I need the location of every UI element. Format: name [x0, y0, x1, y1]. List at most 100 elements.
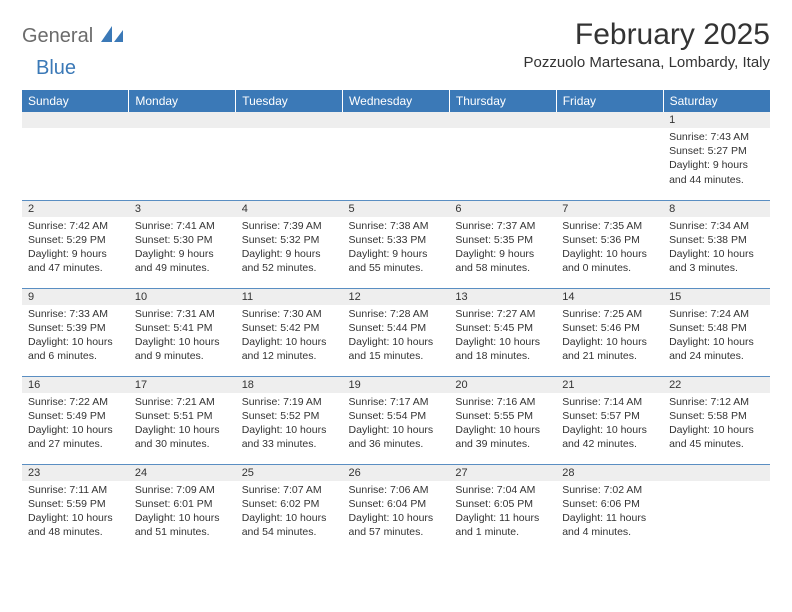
calendar-page: General February 2025 Pozzuolo Martesana… [0, 0, 792, 562]
day-number: 17 [129, 377, 236, 393]
day-number-empty [556, 112, 663, 128]
day-number: 18 [236, 377, 343, 393]
day-content: Sunrise: 7:42 AMSunset: 5:29 PMDaylight:… [22, 217, 129, 280]
weekday-header-row: SundayMondayTuesdayWednesdayThursdayFrid… [22, 90, 770, 112]
calendar-cell: 9Sunrise: 7:33 AMSunset: 5:39 PMDaylight… [22, 288, 129, 376]
calendar-cell: 10Sunrise: 7:31 AMSunset: 5:41 PMDayligh… [129, 288, 236, 376]
day-number-empty [129, 112, 236, 128]
calendar-cell: 12Sunrise: 7:28 AMSunset: 5:44 PMDayligh… [343, 288, 450, 376]
calendar-cell: 23Sunrise: 7:11 AMSunset: 5:59 PMDayligh… [22, 464, 129, 552]
day-number: 8 [663, 201, 770, 217]
calendar-cell: 14Sunrise: 7:25 AMSunset: 5:46 PMDayligh… [556, 288, 663, 376]
weekday-header: Monday [129, 90, 236, 112]
day-content: Sunrise: 7:30 AMSunset: 5:42 PMDaylight:… [236, 305, 343, 368]
day-number: 27 [449, 465, 556, 481]
calendar-cell: 6Sunrise: 7:37 AMSunset: 5:35 PMDaylight… [449, 200, 556, 288]
calendar-cell: 3Sunrise: 7:41 AMSunset: 5:30 PMDaylight… [129, 200, 236, 288]
calendar-cell: 2Sunrise: 7:42 AMSunset: 5:29 PMDaylight… [22, 200, 129, 288]
calendar-cell [236, 112, 343, 200]
calendar-cell: 11Sunrise: 7:30 AMSunset: 5:42 PMDayligh… [236, 288, 343, 376]
calendar-table: SundayMondayTuesdayWednesdayThursdayFrid… [22, 90, 770, 552]
day-content: Sunrise: 7:21 AMSunset: 5:51 PMDaylight:… [129, 393, 236, 456]
day-content: Sunrise: 7:17 AMSunset: 5:54 PMDaylight:… [343, 393, 450, 456]
day-content: Sunrise: 7:27 AMSunset: 5:45 PMDaylight:… [449, 305, 556, 368]
day-content: Sunrise: 7:37 AMSunset: 5:35 PMDaylight:… [449, 217, 556, 280]
day-number: 20 [449, 377, 556, 393]
day-content: Sunrise: 7:22 AMSunset: 5:49 PMDaylight:… [22, 393, 129, 456]
calendar-cell: 1Sunrise: 7:43 AMSunset: 5:27 PMDaylight… [663, 112, 770, 200]
calendar-cell: 21Sunrise: 7:14 AMSunset: 5:57 PMDayligh… [556, 376, 663, 464]
day-number: 2 [22, 201, 129, 217]
day-number: 13 [449, 289, 556, 305]
calendar-cell: 16Sunrise: 7:22 AMSunset: 5:49 PMDayligh… [22, 376, 129, 464]
calendar-cell: 13Sunrise: 7:27 AMSunset: 5:45 PMDayligh… [449, 288, 556, 376]
calendar-week-row: 16Sunrise: 7:22 AMSunset: 5:49 PMDayligh… [22, 376, 770, 464]
calendar-cell [129, 112, 236, 200]
day-content: Sunrise: 7:39 AMSunset: 5:32 PMDaylight:… [236, 217, 343, 280]
day-content: Sunrise: 7:38 AMSunset: 5:33 PMDaylight:… [343, 217, 450, 280]
day-number-empty [343, 112, 450, 128]
day-number: 11 [236, 289, 343, 305]
calendar-cell: 8Sunrise: 7:34 AMSunset: 5:38 PMDaylight… [663, 200, 770, 288]
day-number: 24 [129, 465, 236, 481]
calendar-cell: 27Sunrise: 7:04 AMSunset: 6:05 PMDayligh… [449, 464, 556, 552]
weekday-header: Friday [556, 90, 663, 112]
day-number: 4 [236, 201, 343, 217]
day-number: 6 [449, 201, 556, 217]
day-content: Sunrise: 7:12 AMSunset: 5:58 PMDaylight:… [663, 393, 770, 456]
day-content: Sunrise: 7:14 AMSunset: 5:57 PMDaylight:… [556, 393, 663, 456]
calendar-cell: 15Sunrise: 7:24 AMSunset: 5:48 PMDayligh… [663, 288, 770, 376]
day-number: 10 [129, 289, 236, 305]
day-number: 25 [236, 465, 343, 481]
day-content: Sunrise: 7:11 AMSunset: 5:59 PMDaylight:… [22, 481, 129, 544]
calendar-cell: 7Sunrise: 7:35 AMSunset: 5:36 PMDaylight… [556, 200, 663, 288]
calendar-week-row: 9Sunrise: 7:33 AMSunset: 5:39 PMDaylight… [22, 288, 770, 376]
calendar-cell: 19Sunrise: 7:17 AMSunset: 5:54 PMDayligh… [343, 376, 450, 464]
calendar-cell: 4Sunrise: 7:39 AMSunset: 5:32 PMDaylight… [236, 200, 343, 288]
day-content: Sunrise: 7:09 AMSunset: 6:01 PMDaylight:… [129, 481, 236, 544]
day-number-empty [663, 465, 770, 481]
calendar-cell: 28Sunrise: 7:02 AMSunset: 6:06 PMDayligh… [556, 464, 663, 552]
day-number: 28 [556, 465, 663, 481]
day-content: Sunrise: 7:06 AMSunset: 6:04 PMDaylight:… [343, 481, 450, 544]
calendar-week-row: 2Sunrise: 7:42 AMSunset: 5:29 PMDaylight… [22, 200, 770, 288]
day-number: 12 [343, 289, 450, 305]
calendar-cell [22, 112, 129, 200]
day-content: Sunrise: 7:28 AMSunset: 5:44 PMDaylight:… [343, 305, 450, 368]
month-title: February 2025 [523, 18, 770, 52]
calendar-cell: 17Sunrise: 7:21 AMSunset: 5:51 PMDayligh… [129, 376, 236, 464]
logo-text-general: General [22, 25, 93, 48]
calendar-cell: 25Sunrise: 7:07 AMSunset: 6:02 PMDayligh… [236, 464, 343, 552]
logo: General [22, 24, 127, 49]
day-number: 14 [556, 289, 663, 305]
day-content: Sunrise: 7:31 AMSunset: 5:41 PMDaylight:… [129, 305, 236, 368]
day-number: 19 [343, 377, 450, 393]
calendar-cell [343, 112, 450, 200]
weekday-header: Saturday [663, 90, 770, 112]
weekday-header: Wednesday [343, 90, 450, 112]
day-content: Sunrise: 7:43 AMSunset: 5:27 PMDaylight:… [663, 128, 770, 191]
weekday-header: Thursday [449, 90, 556, 112]
calendar-cell: 18Sunrise: 7:19 AMSunset: 5:52 PMDayligh… [236, 376, 343, 464]
day-number: 5 [343, 201, 450, 217]
calendar-cell: 5Sunrise: 7:38 AMSunset: 5:33 PMDaylight… [343, 200, 450, 288]
weekday-header: Sunday [22, 90, 129, 112]
day-number: 9 [22, 289, 129, 305]
day-number: 26 [343, 465, 450, 481]
day-number-empty [449, 112, 556, 128]
calendar-week-row: 1Sunrise: 7:43 AMSunset: 5:27 PMDaylight… [22, 112, 770, 200]
calendar-cell [449, 112, 556, 200]
day-number: 3 [129, 201, 236, 217]
calendar-cell: 26Sunrise: 7:06 AMSunset: 6:04 PMDayligh… [343, 464, 450, 552]
day-content: Sunrise: 7:41 AMSunset: 5:30 PMDaylight:… [129, 217, 236, 280]
day-number-empty [236, 112, 343, 128]
day-content: Sunrise: 7:24 AMSunset: 5:48 PMDaylight:… [663, 305, 770, 368]
day-content: Sunrise: 7:19 AMSunset: 5:52 PMDaylight:… [236, 393, 343, 456]
calendar-cell [663, 464, 770, 552]
day-number-empty [22, 112, 129, 128]
day-content: Sunrise: 7:33 AMSunset: 5:39 PMDaylight:… [22, 305, 129, 368]
day-content: Sunrise: 7:25 AMSunset: 5:46 PMDaylight:… [556, 305, 663, 368]
calendar-cell: 22Sunrise: 7:12 AMSunset: 5:58 PMDayligh… [663, 376, 770, 464]
logo-text-blue: Blue [36, 57, 76, 79]
day-content: Sunrise: 7:04 AMSunset: 6:05 PMDaylight:… [449, 481, 556, 544]
